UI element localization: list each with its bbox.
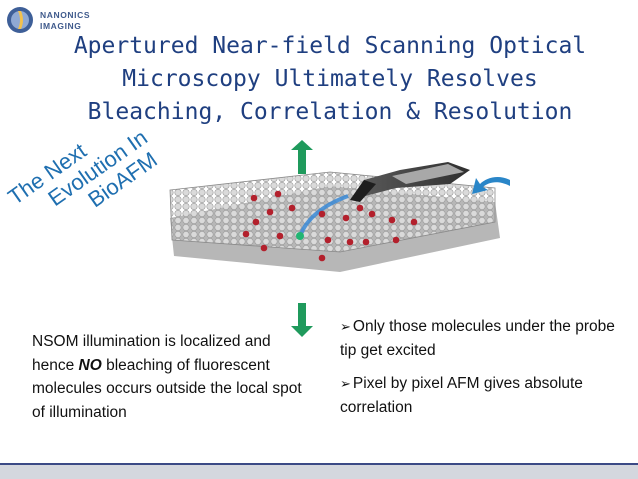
logo-text: NANONICS IMAGING	[40, 10, 90, 32]
bullet-text: Only those molecules under the probe tip…	[340, 318, 615, 359]
illumination-paragraph: NSOM illumination is localized and hence…	[32, 330, 302, 424]
slide-title: Apertured Near-field Scanning Optical Mi…	[30, 30, 630, 129]
title-line3: Bleaching, Correlation & Resolution	[87, 99, 573, 125]
down-arrow-icon	[291, 303, 313, 337]
bullet-text: Pixel by pixel AFM gives absolute correl…	[340, 375, 583, 416]
paragraph-after: bleaching of fluorescent molecules occur…	[32, 356, 302, 421]
paragraph-before: NSOM illumination is localized and hence	[32, 333, 271, 374]
title-line2: Microscopy Ultimately Resolves	[122, 66, 538, 92]
excited-molecule	[296, 232, 304, 240]
logo: NANONICS IMAGING	[6, 6, 136, 38]
arrow-bullet-icon: ➢	[340, 376, 351, 391]
paragraph-emphasis: NO	[78, 356, 102, 374]
molecules	[242, 190, 418, 262]
bullet-list: ➢ Only those molecules under the probe ti…	[340, 315, 625, 429]
logo-line1: NANONICS	[40, 10, 91, 20]
bullet-item: ➢ Pixel by pixel AFM gives absolute corre…	[340, 372, 625, 419]
probe-icon	[296, 162, 470, 240]
bullet-item: ➢ Only those molecules under the probe ti…	[340, 315, 625, 362]
footer-bar	[0, 463, 638, 479]
nsom-illustration	[169, 140, 510, 337]
excitation-arrow-icon	[472, 177, 510, 194]
arrow-bullet-icon: ➢	[340, 319, 351, 334]
up-arrow-icon	[291, 140, 313, 174]
logo-line2: IMAGING	[40, 21, 82, 31]
membrane-surface	[169, 171, 496, 253]
title-line1: Apertured Near-field Scanning Optical	[73, 33, 587, 59]
light-guide	[298, 194, 349, 237]
nanonics-logo-icon	[7, 7, 33, 33]
